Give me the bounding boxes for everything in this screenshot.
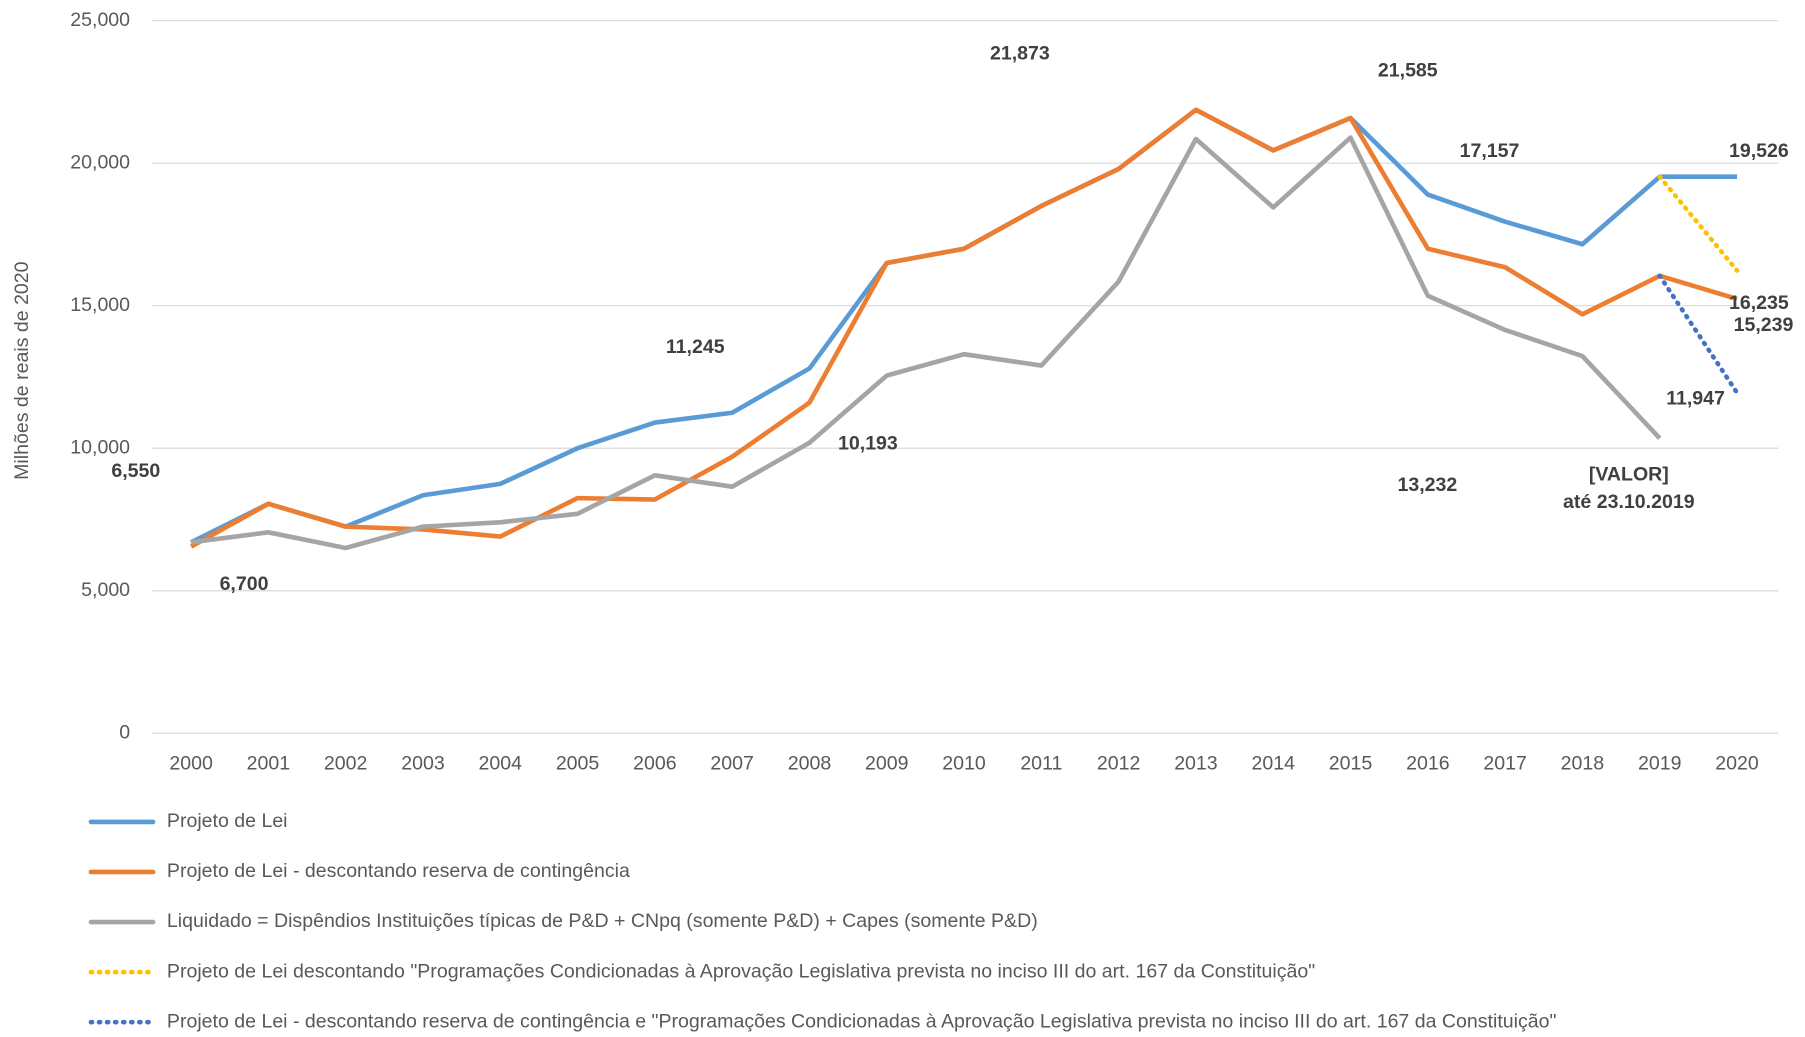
annotation: [VALOR]	[1589, 464, 1669, 486]
series-line	[189, 107, 1738, 549]
x-tick-label: 2000	[169, 753, 213, 775]
data-label: 6,550	[111, 460, 160, 482]
x-tick-label: 2004	[479, 753, 523, 775]
series-line	[1657, 273, 1740, 396]
x-tick-label: 2018	[1561, 753, 1605, 775]
data-label: 21,873	[990, 42, 1050, 64]
y-tick-label: 5,000	[81, 579, 130, 601]
plot: Milhões de reais de 2020 0 5,000 10,000 15,…	[11, 9, 1793, 1032]
data-label: 17,157	[1460, 140, 1520, 162]
series-line	[190, 135, 1662, 551]
x-tick-label: 2011	[1020, 753, 1062, 775]
legend-label: Liquidado = Dispêndios Instituições típi…	[167, 910, 1038, 932]
y-tick-label: 25,000	[70, 9, 130, 31]
y-tick-label: 0	[119, 721, 130, 743]
x-tick-label: 2017	[1483, 753, 1526, 775]
y-axis-label: Milhões de reais de 2020	[11, 261, 33, 480]
x-tick-label: 2020	[1715, 753, 1759, 775]
legend-label: Projeto de Lei - descontando reserva de …	[167, 860, 630, 882]
data-label: 13,232	[1397, 474, 1457, 496]
x-tick-label: 2005	[556, 753, 600, 775]
legend-label: Projeto de Lei	[167, 810, 288, 832]
data-label: 11,245	[666, 336, 725, 358]
y-tick-label: 10,000	[70, 436, 130, 458]
y-tick-label: 20,000	[70, 151, 130, 173]
x-tick-label: 2013	[1174, 753, 1218, 775]
x-tick-label: 2001	[247, 753, 290, 775]
x-tick-label: 2009	[865, 753, 908, 775]
x-tick-label: 2003	[401, 753, 445, 775]
x-tick-label: 2008	[788, 753, 832, 775]
series-line	[190, 107, 1738, 545]
data-label: 10,193	[838, 432, 898, 454]
y-tick-label: 15,000	[70, 294, 130, 316]
x-tick-label: 2012	[1097, 753, 1140, 775]
x-tick-label: 2010	[942, 753, 986, 775]
x-tick-label: 2015	[1329, 753, 1373, 775]
data-label: 21,585	[1378, 60, 1438, 82]
data-label: 6,700	[220, 573, 269, 595]
legend-label: Projeto de Lei descontando "Programações…	[167, 960, 1315, 982]
x-tick-label: 2002	[324, 753, 367, 775]
data-label: 19,526	[1729, 140, 1789, 162]
data-label: 16,235	[1729, 292, 1789, 314]
data-label: 15,239	[1734, 314, 1794, 336]
series-line	[1657, 174, 1740, 273]
legend-label: Projeto de Lei - descontando reserva de …	[167, 1010, 1557, 1032]
x-tick-label: 2016	[1406, 753, 1450, 775]
annotation: até 23.10.2019	[1563, 491, 1695, 513]
data-label: 11,947	[1666, 388, 1725, 410]
x-tick-label: 2006	[633, 753, 677, 775]
x-tick-label: 2019	[1638, 753, 1681, 775]
x-tick-label: 2014	[1251, 753, 1295, 775]
x-tick-label: 2007	[710, 753, 753, 775]
